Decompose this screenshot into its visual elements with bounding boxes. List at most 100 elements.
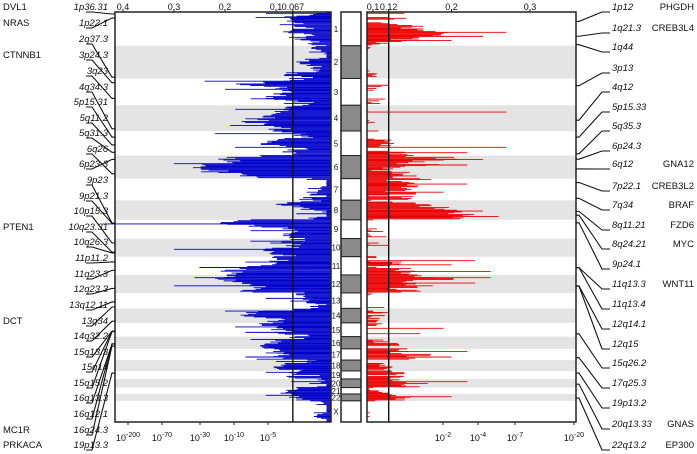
band-label-right: 12q14.1: [612, 319, 646, 330]
leader-line-right: [576, 333, 610, 369]
band-label-left: 10q26.3: [74, 237, 109, 248]
band-label-left: 6p23.3: [79, 159, 109, 170]
chr-stripe-left-20: [115, 378, 331, 388]
leader-line-left: [86, 320, 115, 342]
leader-line-left: [86, 106, 115, 138]
band-label-right: 7q34: [612, 200, 633, 211]
gene-label-right: EP300: [665, 440, 694, 451]
right-top-tick-label: 0.2: [445, 2, 458, 12]
tick-base: 10: [224, 433, 234, 443]
band-label-left: 11p11.2: [75, 253, 109, 264]
chr-stripe-right-20: [367, 378, 576, 388]
right-top-tick-label: 0.3: [524, 2, 537, 12]
leader-line-left: [86, 343, 115, 420]
leader-line-right: [576, 383, 610, 430]
tick-base: 10: [260, 433, 270, 443]
region-labels: DVL1 1p36.31 NRAS 1p22.1 2q37.3 CTNNB1 3p24.3 3…: [3, 2, 694, 451]
chromosome-label-13: 13: [332, 297, 341, 306]
ideogram-chr-2: [340, 45, 362, 79]
chromosome-label-5: 5: [334, 139, 339, 148]
band-label-left: 2q37.3: [78, 34, 109, 45]
ideogram-chr-6: [340, 155, 362, 180]
leader-line-right: [576, 181, 610, 192]
ideogram-chr-7: [340, 178, 362, 201]
band-label-left: 9p21.3: [79, 191, 109, 202]
band-label-left: 15q13.3: [74, 347, 109, 358]
leader-line-left: [86, 91, 115, 130]
leader-line-left: [86, 306, 115, 327]
tick-exponent: -70: [162, 432, 172, 439]
band-label-right: 4q12: [612, 82, 634, 93]
left-top-tick-label: 0.067: [282, 2, 305, 12]
right-bottom-tick-label: 10-7: [507, 432, 523, 443]
ideogram-chr-19: [340, 370, 362, 380]
ideogram-chr-21: [340, 387, 362, 395]
gene-label-right: BRAF: [669, 200, 695, 211]
left-panel-frame: [114, 11, 332, 423]
ideogram-chr-X: [340, 400, 362, 423]
band-label-right: 11q13.3: [612, 279, 646, 290]
gene-label-left: PRKACA: [3, 440, 43, 451]
leader-line-left: [86, 269, 115, 280]
chromosome-label-11: 11: [332, 262, 341, 271]
ideogram-chr-11: [340, 256, 362, 276]
band-label-right: 20q13.33: [611, 419, 652, 430]
right-bottom-tick-label: 10-4: [470, 432, 486, 443]
band-label-left: 10p15.3: [74, 206, 109, 217]
ideogram-chr-12: [340, 274, 362, 294]
leader-line-left: [86, 345, 115, 436]
ideogram-chr-1: [340, 11, 362, 47]
leader-line-left: [86, 372, 115, 451]
right-bottom-tick-label: 10-20: [564, 432, 584, 443]
chromosome-label-9: 9: [334, 225, 339, 234]
ideogram-chr-3: [340, 77, 362, 106]
chromosome-label-14: 14: [332, 312, 341, 321]
band-label-left: 11q23.3: [74, 269, 108, 280]
panel-frames: [114, 11, 577, 423]
gene-label-left: CTNNB1: [3, 50, 41, 61]
ideogram-chr-9: [340, 219, 362, 240]
left-bottom-tick-label: 10-70: [152, 432, 172, 443]
right-top-tick-label: 0.12: [380, 2, 398, 12]
band-label-left: 1p22.1: [79, 18, 108, 29]
leader-line-left: [86, 75, 115, 100]
chromosome-label-4: 4: [334, 114, 339, 123]
band-label-right: 8q24.21: [612, 239, 646, 250]
leader-line-left: [86, 137, 115, 153]
tick-exponent: -5: [270, 432, 276, 439]
ideogram-chr-4: [340, 104, 362, 132]
band-label-left: 10q23.31: [68, 222, 108, 233]
chromosome-label-2: 2: [334, 58, 339, 67]
band-label-right: 11q13.4: [612, 299, 646, 310]
band-label-left: 15q15.2: [74, 378, 109, 389]
band-label-right: 5q35.3: [612, 121, 642, 132]
tick-base: 10: [470, 433, 480, 443]
band-label-right: 17q25.3: [612, 378, 647, 389]
gene-label-right: MYC: [673, 239, 694, 250]
band-label-right: 12q15: [612, 339, 639, 350]
gene-label-left: PTEN1: [3, 222, 34, 233]
tick-base: 10: [507, 433, 517, 443]
band-label-right: 9p24.1: [612, 259, 641, 270]
leader-line-right: [576, 91, 610, 121]
leader-line-left: [86, 11, 115, 15]
gene-label-right: GNAS: [667, 419, 694, 430]
tick-exponent: -2: [445, 432, 451, 439]
ideogram-chr-13: [340, 292, 362, 309]
left-panel-deletions: [102, 11, 331, 422]
left-top-tick-label: 0.3: [168, 2, 181, 12]
band-label-right: 1p12: [612, 2, 634, 13]
left-top-tick-label: 0.1: [270, 2, 283, 12]
leader-line-right: [576, 11, 610, 22]
band-label-left: 19p13.3: [74, 440, 109, 451]
ideogram-chr-14: [340, 307, 362, 324]
tick-exponent: -10: [234, 432, 244, 439]
chr-stripe-right-6: [367, 155, 576, 179]
leader-line-left: [86, 17, 115, 29]
band-label-right: 19p13.2: [612, 398, 647, 409]
ideogram-frame: [340, 11, 362, 423]
band-label-right: 8q11.21: [612, 220, 646, 231]
chr-stripe-right-18: [367, 360, 576, 371]
chromosome-label-15: 15: [332, 326, 341, 335]
